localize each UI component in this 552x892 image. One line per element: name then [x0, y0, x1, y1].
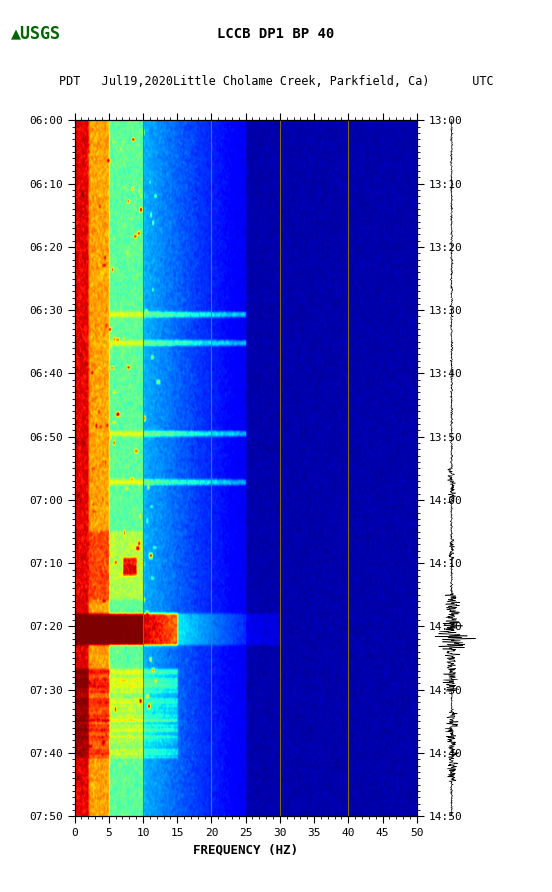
- X-axis label: FREQUENCY (HZ): FREQUENCY (HZ): [193, 844, 298, 856]
- Text: LCCB DP1 BP 40: LCCB DP1 BP 40: [217, 28, 335, 41]
- Text: ▲USGS: ▲USGS: [10, 24, 61, 43]
- Text: PDT   Jul19,2020Little Cholame Creek, Parkfield, Ca)      UTC: PDT Jul19,2020Little Cholame Creek, Park…: [59, 75, 493, 88]
